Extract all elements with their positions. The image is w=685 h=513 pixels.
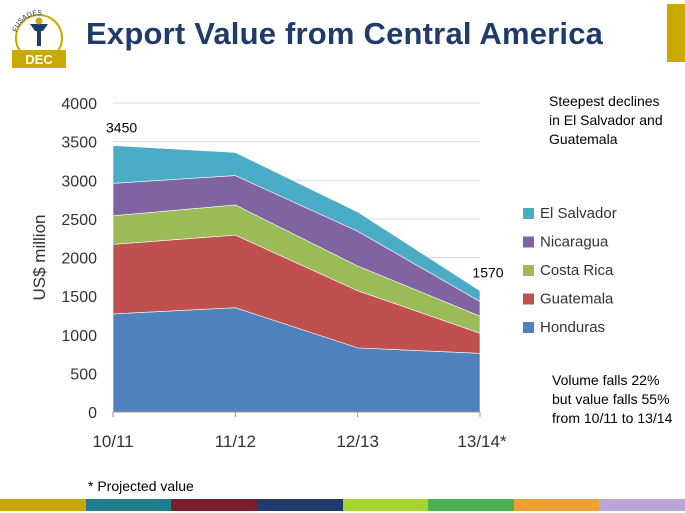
legend-swatch: [523, 236, 534, 248]
logo-emblem-icon: [30, 24, 48, 46]
x-tick-label: 11/12: [215, 432, 256, 451]
x-tick-label: 13/14*: [457, 432, 507, 451]
y-axis-label: US$ million: [30, 215, 49, 301]
legend-label: Honduras: [540, 319, 605, 336]
x-tick-label: 12/13: [336, 432, 379, 451]
page-title: Export Value from Central America: [86, 16, 604, 51]
y-tick-label: 4000: [61, 96, 97, 113]
data-label-total: 3450: [106, 119, 137, 135]
stripe-segment: [513, 499, 600, 511]
stripe-segment: [342, 499, 429, 511]
legend-swatch: [523, 208, 534, 219]
legend-label: Nicaragua: [540, 234, 609, 251]
x-tick-label: 10/11: [92, 432, 133, 451]
logo-text: DEC: [25, 52, 53, 67]
legend-swatch: [523, 265, 534, 276]
fusades-logo: FUSADES DEC: [12, 10, 66, 68]
stripe-segment: [256, 499, 343, 511]
note-steepest-declines: Steepest declines in El Salvador and Gua…: [549, 93, 663, 147]
corner-accent: [667, 4, 685, 62]
y-tick-label: 3500: [61, 135, 97, 152]
note-volume-value: Volume falls 22% but value falls 55% fro…: [552, 372, 673, 426]
stripe-segment: [0, 499, 86, 511]
y-tick-label: 1000: [61, 328, 97, 345]
stripe-segment: [171, 499, 257, 511]
y-tick-label: 3000: [61, 173, 97, 190]
legend-label: El Salvador: [540, 205, 617, 222]
legend-label: Costa Rica: [540, 262, 614, 279]
legend-label: Guatemala: [540, 291, 614, 308]
legend-swatch: [523, 322, 534, 333]
stripe-segment: [85, 499, 172, 511]
footnote-projected: * Projected value: [88, 478, 194, 494]
y-tick-label: 1500: [61, 289, 97, 306]
legend-swatch: [523, 293, 534, 305]
y-tick-label: 0: [88, 405, 97, 422]
area-el-salvador: [112, 145, 481, 303]
data-label-total: 1570: [472, 265, 503, 281]
y-tick-label: 2500: [61, 212, 97, 229]
stripe-segment: [428, 499, 514, 511]
y-tick-label: 2000: [61, 251, 97, 268]
stripe-segment: [599, 499, 685, 511]
y-tick-label: 500: [70, 366, 97, 383]
footer-color-stripe: [0, 499, 685, 511]
